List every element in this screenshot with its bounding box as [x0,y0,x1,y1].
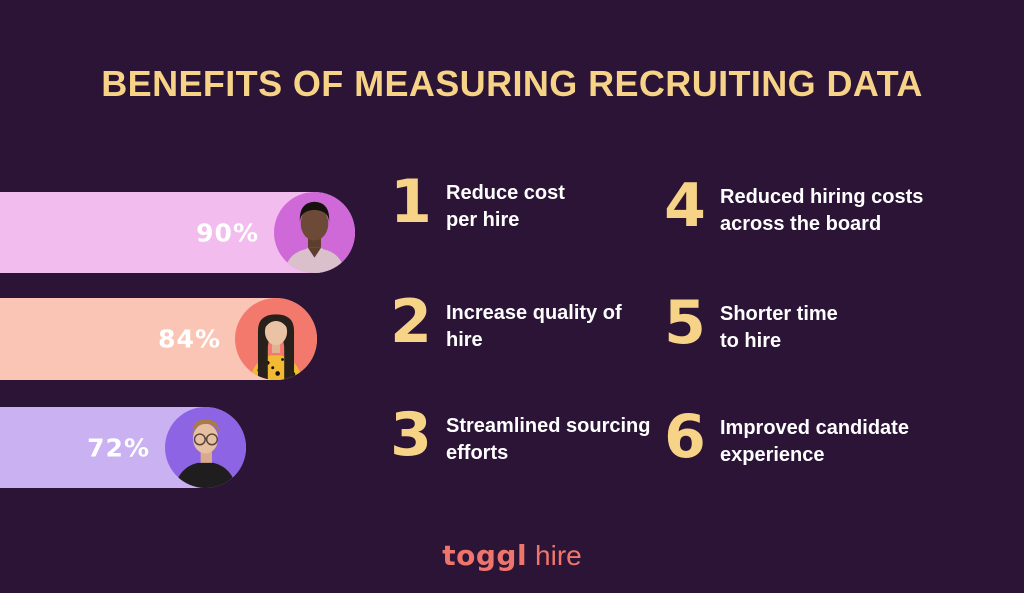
benefit-number-5: 5 [664,288,706,358]
benefit-number-2: 2 [390,287,432,357]
avatar-photo-woman-yellow-top [249,314,303,380]
bar-84-percent-label: 84% [158,324,221,354]
benefit-number-3: 3 [390,400,432,470]
avatar-photo-man-glasses [174,419,237,488]
avatar-2-circle [235,298,317,380]
bar-84-percent: 84% [0,298,317,380]
bar-72-percent-label: 72% [87,433,150,462]
bar-72-percent: 72% [0,407,246,488]
benefit-text-6: Improved candidate experience [720,417,909,466]
benefit-number-6: 6 [664,402,706,472]
bar-90-percent-label: 90% [196,218,259,247]
page-title: BENEFITS OF MEASURING RECRUITING DATA [101,63,923,104]
toggl-hire-logo: toggl hire [0,541,1024,571]
benefit-text-5: Shorter time to hire [720,303,838,352]
avatar-1-circle [274,192,355,273]
benefit-item-5: 5 Shorter time to hire [664,288,838,358]
logo-brand: toggl [442,539,528,572]
benefit-text-3: Streamlined sourcing efforts [446,415,651,464]
benefit-item-1: 1 Reduce cost per hire [390,167,565,237]
benefit-text-4: Reduced hiring costs across the board [720,186,924,235]
benefit-item-4: 4 Reduced hiring costs across the board [664,171,924,241]
benefit-number-1: 1 [390,167,432,237]
benefit-item-6: 6 Improved candidate experience [664,402,909,472]
avatar-photo-man-pink-shirt [284,201,345,273]
avatar-3-circle [165,407,246,488]
benefit-text-1: Reduce cost per hire [446,182,565,231]
benefit-item-3: 3 Streamlined sourcing efforts [390,400,651,470]
benefit-text-2: Increase quality of hire [446,302,622,351]
benefit-number-4: 4 [664,171,706,241]
benefit-item-2: 2 Increase quality of hire [390,287,622,357]
bar-90-percent: 90% [0,192,355,273]
logo-product: hire [535,540,582,571]
